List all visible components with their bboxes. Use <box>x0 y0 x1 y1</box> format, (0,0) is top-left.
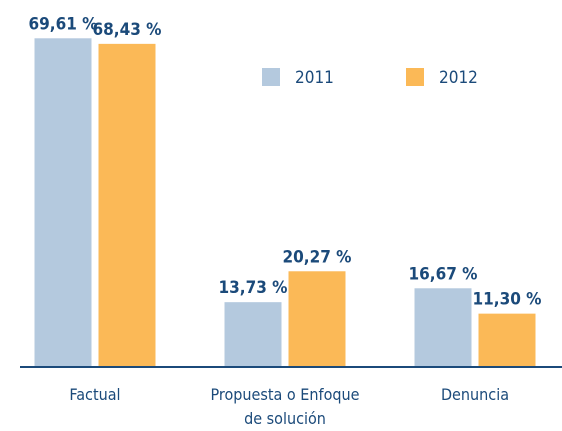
value-label: 20,27 % <box>282 247 351 267</box>
bar <box>414 288 472 367</box>
value-label: 13,73 % <box>218 278 287 298</box>
x-tick-label: Propuesta o Enfoque de solución <box>210 385 360 428</box>
value-label: 69,61 % <box>28 14 97 34</box>
x-tick-label: Factual <box>69 385 121 404</box>
bar <box>224 302 282 367</box>
bar <box>98 43 156 367</box>
legend-label: 2011 <box>295 68 334 88</box>
value-label: 16,67 % <box>408 264 477 284</box>
bar <box>478 313 536 367</box>
x-tick-label: Denuncia <box>440 385 510 404</box>
bar <box>288 271 346 367</box>
legend-label: 2012 <box>439 68 478 88</box>
value-label: 11,30 % <box>472 290 541 310</box>
legend-swatch <box>406 68 424 86</box>
bar <box>34 38 92 368</box>
value-label: 68,43 % <box>92 20 161 40</box>
legend-swatch <box>262 68 280 86</box>
